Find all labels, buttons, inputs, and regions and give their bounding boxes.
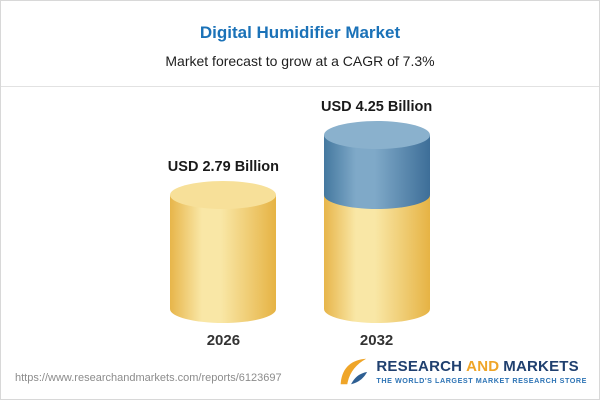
cylinder-segment-base [170, 195, 277, 323]
cylinder-top [323, 121, 430, 149]
page-title: Digital Humidifier Market [199, 23, 401, 42]
logo-mark-icon [341, 358, 368, 385]
chart: USD 2.79 Billion 2026 USD 4.25 Billion 2032 [1, 87, 599, 349]
footer: https://www.researchandmarkets.com/repor… [1, 355, 599, 399]
cylinder-bar [170, 181, 277, 323]
logo-and: AND [466, 358, 500, 376]
logo: RESEARCH AND MARKETS THE WORLD'S LARGEST… [335, 355, 587, 389]
value-label: USD 2.79 Billion [167, 159, 279, 175]
bar-column: USD 4.25 Billion 2032 [321, 99, 432, 349]
header-divider [1, 86, 599, 87]
logo-markets: MARKETS [503, 358, 579, 376]
logo-wordmark: RESEARCH AND MARKETS [376, 359, 587, 374]
cylinder-top [170, 181, 277, 209]
footer-url: https://www.researchandmarkets.com/repor… [15, 372, 282, 384]
value-label: USD 4.25 Billion [321, 99, 433, 115]
year-label: 2032 [359, 332, 394, 349]
logo-research: RESEARCH [376, 358, 463, 376]
cylinder-bar [323, 121, 430, 323]
cylinder-segment-base [323, 195, 430, 323]
year-label: 2026 [206, 332, 241, 349]
logo-text: RESEARCH AND MARKETS THE WORLD'S LARGEST… [376, 359, 587, 384]
logo-tagline: THE WORLD'S LARGEST MARKET RESEARCH STOR… [376, 376, 587, 386]
page-subtitle: Market forecast to grow at a CAGR of 7.3… [165, 53, 435, 69]
header: Digital Humidifier Market Market forecas… [1, 1, 599, 69]
bar-column: USD 2.79 Billion 2026 [168, 159, 279, 349]
